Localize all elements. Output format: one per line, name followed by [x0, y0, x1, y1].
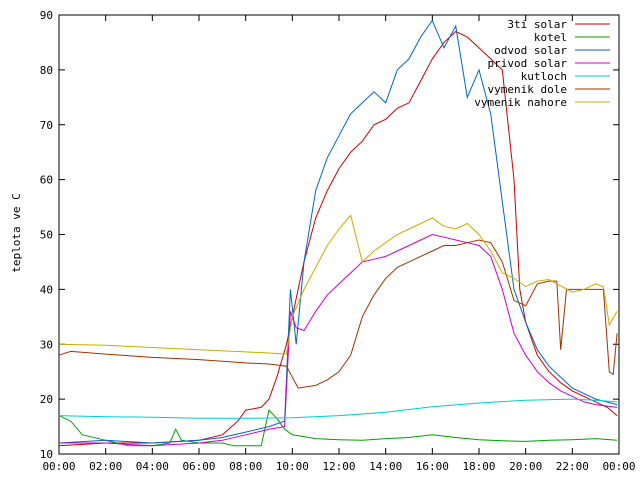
y-tick-label: 10 [40, 448, 53, 461]
x-tick-label: 14:00 [369, 460, 402, 473]
y-tick-label: 30 [40, 338, 53, 351]
series-line-vymenik-nahore [58, 214, 618, 355]
y-tick-label: 70 [40, 119, 53, 132]
x-tick-label: 00:00 [42, 460, 75, 473]
y-tick-label: 50 [40, 229, 53, 242]
legend-label: vymenik nahore [474, 96, 567, 109]
legend-label: kutloch [521, 70, 567, 83]
series-line-3ti-solar [58, 30, 618, 447]
series-line-privod-solar [59, 233, 618, 447]
series-line-kutloch [58, 398, 618, 419]
legend-label: kotel [534, 31, 567, 44]
y-axis-label: teplota ve C [10, 193, 23, 272]
x-tick-label: 08:00 [229, 460, 262, 473]
x-tick-label: 18:00 [462, 460, 495, 473]
y-tick-label: 80 [40, 64, 53, 77]
y-tick-label: 90 [40, 9, 53, 22]
x-axis-ticks: 00:00 02:00 04:00 06:00 08:00 10:00 12:00 14:00… [42, 15, 636, 473]
legend-label: vymenik dole [488, 83, 567, 96]
x-tick-label: 02:00 [89, 460, 122, 473]
x-tick-label: 06:00 [182, 460, 215, 473]
x-tick-label: 12:00 [322, 460, 355, 473]
x-tick-label: 00:00 [602, 460, 635, 473]
x-tick-label: 10:00 [276, 460, 309, 473]
y-axis-ticks: 10 20 30 40 50 60 70 80 90 [40, 9, 619, 461]
x-tick-label: 16:00 [416, 460, 449, 473]
legend-label: 3ti solar [507, 18, 567, 31]
legend-label: odvod solar [494, 44, 567, 57]
series-line-odvod-solar [58, 19, 618, 444]
y-tick-label: 60 [40, 174, 53, 187]
y-tick-label: 40 [40, 283, 53, 296]
series-line-vymenik-dole [58, 239, 618, 389]
legend-label: privod solar [488, 57, 568, 70]
y-tick-label: 20 [40, 393, 53, 406]
x-tick-label: 20:00 [509, 460, 542, 473]
x-tick-label: 04:00 [136, 460, 169, 473]
x-tick-label: 22:00 [556, 460, 589, 473]
series-lines [58, 19, 618, 447]
